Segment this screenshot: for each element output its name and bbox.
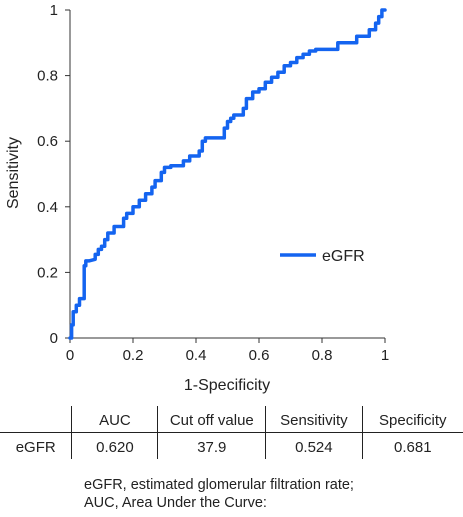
y-axis-title: Sensitivity	[5, 137, 22, 209]
table-header-cell: Sensitivity	[265, 406, 363, 433]
chart-ticks: 0 0.2 0.4 0.6 0.8 1 0 0.2 0.4 0.6 0.8 1	[37, 2, 389, 364]
series-line-egfr	[68, 8, 387, 340]
table-row: eGFR 0.620 37.9 0.524 0.681	[0, 432, 463, 459]
y-tick-label: 0.4	[37, 199, 58, 216]
x-tick-label: 0	[66, 347, 74, 364]
table-cell: 37.9	[157, 432, 266, 459]
table-header-cell: Specificity	[361, 406, 463, 433]
roc-chart: 0 0.2 0.4 0.6 0.8 1 0 0.2 0.4 0.6 0.8 1 1-Specifici…	[5, 2, 389, 394]
x-tick-label: 0.8	[312, 347, 333, 364]
stats-table: AUC Cut off value Sensitivity Specificit…	[0, 406, 463, 459]
table-cell: 0.681	[361, 432, 463, 459]
table-header-cell	[0, 406, 72, 433]
table-cell: 0.620	[71, 432, 158, 459]
chart-axes	[69, 10, 385, 339]
table-header-cell: Cut off value	[157, 406, 266, 433]
y-tick-label: 0.6	[37, 133, 58, 150]
y-tick-label: 0.2	[37, 264, 58, 281]
x-axis-title: 1-Specificity	[184, 377, 270, 394]
table-header-row: AUC Cut off value Sensitivity Specificit…	[0, 406, 463, 433]
footnote: AUC, Area Under the Curve:	[84, 495, 267, 511]
footnote: eGFR, estimated glomerular filtration ra…	[84, 477, 354, 493]
x-tick-label: 0.4	[186, 347, 207, 364]
x-tick-label: 1	[381, 347, 389, 364]
table-header-cell: AUC	[71, 406, 158, 433]
x-tick-label: 0.6	[249, 347, 270, 364]
table-cell: eGFR	[15, 438, 56, 456]
table-cell: 0.524	[265, 432, 363, 459]
y-tick-label: 0.8	[37, 68, 58, 85]
x-tick-label: 0.2	[123, 347, 144, 364]
legend: eGFR	[280, 248, 365, 265]
legend-label: eGFR	[322, 248, 365, 265]
y-tick-label: 0	[50, 330, 58, 347]
chart-series	[68, 8, 387, 340]
y-tick-label: 1	[50, 2, 58, 19]
